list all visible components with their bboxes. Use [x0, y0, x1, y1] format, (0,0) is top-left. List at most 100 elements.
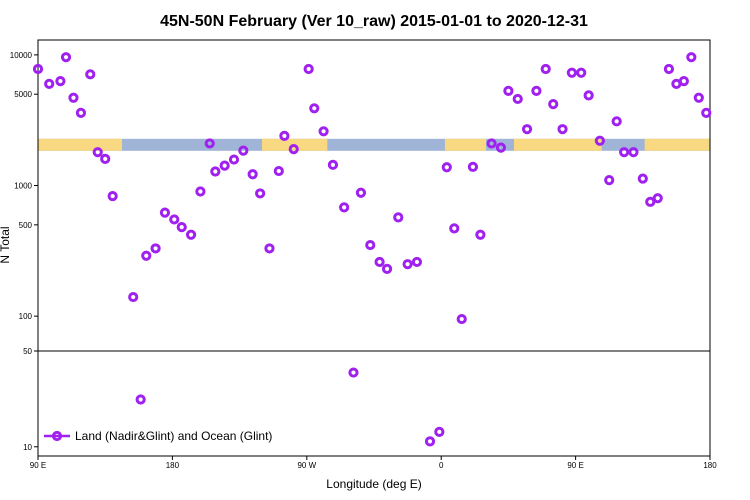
data-point	[75, 107, 87, 118]
data-point	[475, 229, 486, 240]
x-tick-label: 90 E	[567, 461, 583, 470]
data-point	[521, 124, 533, 135]
y-tick-label: 5000	[14, 90, 32, 99]
data-point	[210, 166, 221, 177]
data-point	[449, 223, 460, 234]
data-point	[456, 313, 467, 325]
data-point	[44, 78, 55, 89]
y-axis-ticks: 10 50 100 500 1000 5000 10000	[10, 51, 38, 452]
data-point	[339, 202, 350, 213]
x-tick-label: 180	[166, 461, 180, 470]
land-band-segment	[514, 138, 602, 151]
data-point	[495, 142, 507, 153]
data-point	[583, 90, 594, 101]
x-tick-label: 0	[439, 461, 444, 470]
data-point	[701, 107, 712, 118]
data-point	[264, 243, 275, 254]
y-axis-label: N Total	[0, 226, 12, 263]
data-point	[557, 124, 568, 135]
y-tick-label: 10	[23, 443, 32, 452]
data-point	[678, 75, 689, 87]
x-axis-ticks: 90 E 180 90 W 0 90 E 180	[30, 456, 717, 470]
data-point	[348, 367, 359, 378]
data-point	[176, 222, 187, 233]
data-point	[60, 52, 72, 63]
data-point	[393, 212, 404, 223]
data-point	[566, 67, 577, 78]
data-point	[273, 165, 284, 177]
data-point	[135, 394, 146, 405]
data-point	[663, 63, 675, 75]
data-point	[424, 436, 436, 447]
data-point	[85, 69, 96, 80]
data-point	[195, 186, 206, 197]
data-point	[141, 250, 152, 261]
land-band-segment	[38, 138, 122, 151]
chart-title: 45N-50N February (Ver 10_raw) 2015-01-01…	[160, 13, 588, 30]
data-point	[219, 160, 230, 171]
data-point	[55, 75, 66, 87]
data-point	[204, 138, 215, 149]
data-point	[365, 239, 376, 251]
x-tick-label: 90 E	[30, 461, 46, 470]
land-band-segment	[644, 138, 710, 151]
data-point	[540, 63, 551, 75]
data-point	[247, 169, 258, 180]
legend: Land (Nadir&Glint) and Ocean (Glint)	[44, 429, 272, 443]
data-point	[150, 243, 161, 254]
x-axis-label: Longitude (deg E)	[326, 477, 421, 491]
data-point	[381, 263, 393, 274]
data-point	[652, 193, 663, 204]
data-point	[637, 173, 648, 184]
data-point	[279, 130, 290, 141]
legend-marker-swatch	[51, 430, 63, 442]
y-tick-label: 1000	[14, 182, 32, 191]
data-point	[185, 229, 197, 240]
data-point	[503, 85, 514, 97]
data-point	[128, 291, 139, 303]
data-point	[159, 207, 171, 218]
y-tick-label: 50	[23, 347, 32, 356]
data-point	[548, 99, 559, 110]
data-point	[100, 153, 111, 164]
data-point	[32, 63, 44, 75]
data-point	[531, 85, 542, 97]
data-point	[594, 135, 605, 146]
data-point	[309, 103, 320, 114]
land-band-segment	[444, 138, 486, 151]
data-point	[355, 187, 367, 198]
data-point	[486, 138, 497, 149]
y-tick-label: 10000	[10, 51, 33, 60]
data-point	[628, 147, 639, 158]
data-point	[228, 154, 240, 165]
data-point	[411, 256, 423, 268]
data-point	[686, 52, 697, 63]
data-point	[374, 256, 385, 268]
ocean-band	[38, 138, 710, 151]
data-point	[645, 196, 656, 207]
data-point	[619, 147, 630, 158]
data-point	[604, 175, 615, 186]
y-tick-label: 100	[19, 312, 33, 321]
data-point	[107, 190, 118, 202]
y-tick-label: 500	[19, 221, 33, 230]
plot-frame	[37, 39, 711, 457]
plot-border	[37, 39, 711, 457]
x-tick-label: 90 W	[297, 461, 316, 470]
legend-label: Land (Nadir&Glint) and Ocean (Glint)	[75, 429, 272, 443]
data-point	[68, 92, 79, 103]
data-point	[327, 159, 339, 170]
data-point	[512, 93, 523, 105]
data-point	[434, 426, 445, 437]
data-point	[576, 67, 587, 78]
data-point	[288, 144, 299, 155]
x-tick-label: 180	[703, 461, 717, 470]
data-point	[441, 162, 452, 173]
data-points	[32, 52, 712, 447]
data-point	[238, 145, 249, 156]
land-ocean-band	[38, 138, 710, 151]
data-point	[467, 161, 479, 172]
data-point	[318, 126, 329, 137]
data-point	[402, 259, 413, 270]
